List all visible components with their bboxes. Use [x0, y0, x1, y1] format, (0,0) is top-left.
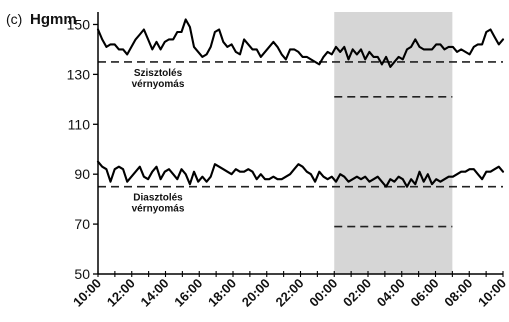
night-shaded-region	[334, 12, 453, 274]
y-tick-label: 70	[74, 216, 90, 232]
series-lines	[96, 18, 505, 188]
x-tick-label: 18:00	[205, 276, 239, 310]
threshold-label-2-0: Diasztolés	[133, 193, 183, 204]
axes	[93, 12, 504, 277]
y-axis-title: Hgmm	[30, 11, 77, 28]
y-tick-label: 90	[74, 166, 90, 182]
x-tick-label: 02:00	[340, 276, 374, 310]
series-line-0	[96, 18, 505, 68]
threshold-lines	[98, 61, 503, 228]
y-tick-label: 150	[67, 16, 91, 32]
series-line-1	[96, 160, 505, 188]
y-tick-label: 50	[74, 266, 90, 282]
x-tick-label: 16:00	[171, 276, 205, 310]
y-tick-label: 110	[68, 116, 91, 132]
x-tick-label: 20:00	[239, 276, 273, 310]
x-tick-label: 14:00	[138, 276, 172, 310]
x-tick-label: 08:00	[441, 276, 475, 310]
threshold-label-2-1: vérnyomás	[132, 204, 185, 215]
x-tick-labels: 10:00 12:00 14:00 16:00 18:00 20:00 22:00 00:00…	[70, 276, 509, 310]
panel-label: (c)	[6, 11, 22, 27]
y-tick-label: 130	[67, 66, 91, 82]
x-tick-label: 06:00	[408, 276, 442, 310]
x-tick-label: 10:00	[475, 276, 509, 310]
x-tick-label: 22:00	[273, 276, 307, 310]
x-tick-label: 12:00	[104, 276, 138, 310]
threshold-label-0-1: vérnyomás	[132, 79, 185, 90]
y-tick-labels: 50 70 90 110 130 150	[67, 16, 91, 282]
shaded-region-rect	[334, 12, 453, 274]
threshold-label-0-0: Szisztolés	[134, 68, 183, 79]
x-tick-label: 00:00	[306, 276, 340, 310]
x-tick-label: 04:00	[374, 276, 408, 310]
